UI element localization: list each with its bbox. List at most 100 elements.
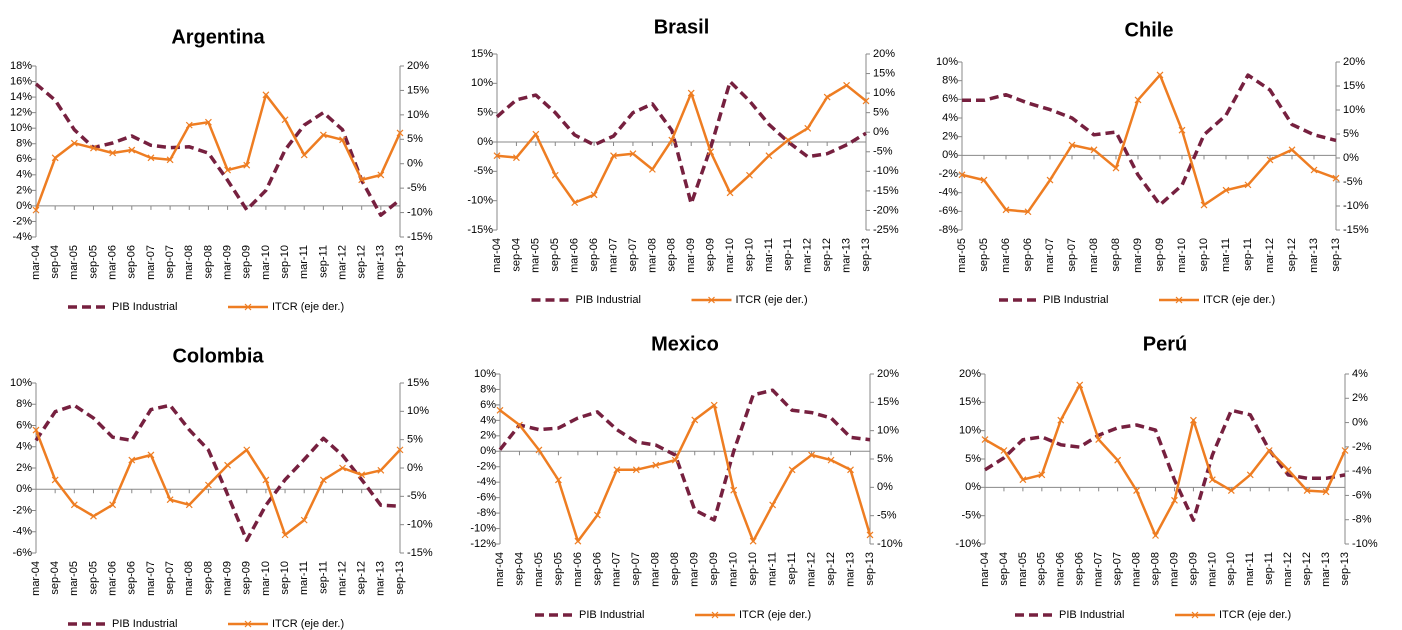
y-tick-label: 2%	[942, 131, 958, 143]
y2-tick-label: 5%	[1343, 128, 1359, 140]
y-tick-label: 0%	[16, 200, 32, 212]
x-tick-label: mar-08	[1088, 238, 1100, 273]
x-tick-label: sep-13	[860, 238, 872, 272]
point-marker	[613, 466, 621, 474]
y2-tick-label: 15%	[873, 67, 895, 79]
x-tick-label: mar-12	[802, 238, 814, 273]
legend-marker	[1175, 296, 1183, 304]
point-marker	[1095, 436, 1103, 443]
point-marker	[32, 426, 40, 434]
x-tick-label: sep-08	[202, 561, 214, 595]
point-marker	[847, 466, 854, 474]
point-marker	[300, 516, 308, 524]
y2-tick-label: 5%	[873, 107, 889, 119]
point-marker	[147, 451, 155, 459]
point-marker	[532, 130, 540, 138]
point-marker	[516, 421, 523, 429]
y2-tick-label: -2%	[1352, 441, 1372, 453]
x-tick-label: mar-13	[375, 561, 387, 596]
y-tick-label: 15%	[471, 48, 493, 60]
y-tick-label: 10%	[959, 425, 981, 437]
chart-title: Chile	[1125, 19, 1174, 41]
y2-tick-label: 5%	[877, 453, 893, 465]
y-tick-label: -2%	[12, 504, 32, 516]
y2-tick-label: 0%	[873, 126, 889, 138]
x-tick-label: mar-09	[221, 245, 233, 280]
y2-tick-label: 10%	[407, 405, 429, 417]
point-marker	[339, 464, 346, 472]
point-marker	[1114, 456, 1122, 464]
point-marker	[707, 148, 715, 156]
point-marker	[1322, 488, 1330, 496]
y-tick-label: 18%	[10, 60, 32, 72]
y-tick-label: -2%	[938, 168, 958, 180]
point-marker	[726, 189, 734, 197]
x-tick-label: sep-11	[317, 245, 329, 278]
y-tick-label: -10%	[470, 522, 496, 534]
x-tick-label: sep-13	[394, 245, 406, 279]
series-line	[496, 84, 867, 204]
x-tick-label: sep-07	[164, 245, 176, 279]
series-line	[34, 429, 401, 537]
y-tick-label: -4%	[476, 476, 496, 488]
x-tick-label: mar-04	[30, 245, 42, 280]
series-line	[962, 73, 1337, 207]
x-tick-label: mar-09	[689, 552, 701, 587]
x-tick-label: sep-13	[864, 552, 876, 586]
legend-marker	[244, 303, 252, 311]
x-tick-label: mar-04	[494, 552, 506, 587]
point-marker	[710, 401, 718, 409]
x-tick-label: sep-08	[666, 238, 678, 272]
y-tick-label: 10%	[10, 377, 32, 389]
x-tick-label: mar-10	[260, 561, 272, 596]
point-marker	[1189, 416, 1197, 424]
point-marker	[1156, 71, 1164, 79]
x-tick-label: mar-06	[1000, 238, 1012, 273]
x-tick-label: sep-05	[87, 561, 99, 595]
point-marker	[396, 446, 404, 454]
point-marker	[1265, 447, 1273, 454]
legend-label: PIB Industrial	[1043, 294, 1108, 306]
x-tick-label: sep-13	[1330, 238, 1342, 272]
x-tick-label: sep-09	[705, 238, 717, 272]
x-tick-label: sep-04	[998, 552, 1010, 586]
point-marker	[1246, 471, 1254, 479]
point-marker	[496, 406, 504, 414]
point-marker	[1200, 201, 1208, 209]
point-marker	[668, 136, 676, 144]
x-tick-label: mar-07	[1044, 238, 1056, 273]
point-marker	[866, 531, 874, 539]
y2-tick-label: -10%	[407, 206, 433, 218]
y2-tick-label: -15%	[873, 185, 899, 197]
x-tick-label: mar-05	[956, 238, 968, 273]
point-marker	[262, 91, 270, 99]
x-tick-label: sep-05	[549, 238, 561, 272]
point-marker	[1227, 487, 1235, 494]
y2-tick-label: -5%	[1343, 176, 1363, 188]
x-tick-label: sep-09	[241, 561, 253, 595]
point-marker	[1178, 126, 1186, 134]
point-marker	[1288, 146, 1296, 154]
x-tick-label: mar-05	[68, 561, 80, 596]
point-marker	[358, 176, 366, 184]
y-tick-label: 12%	[10, 107, 32, 119]
y-tick-label: -10%	[955, 538, 981, 550]
y-tick-label: -15%	[467, 224, 493, 236]
point-marker	[51, 154, 59, 162]
point-marker	[590, 191, 598, 199]
x-tick-label: sep-04	[49, 245, 61, 279]
x-tick-label: sep-12	[825, 552, 837, 586]
point-marker	[769, 501, 777, 509]
y2-tick-label: 5%	[407, 434, 423, 446]
point-marker	[1222, 186, 1230, 194]
point-marker	[319, 476, 327, 484]
x-tick-label: mar-07	[145, 561, 157, 596]
y-tick-label: -8%	[938, 224, 958, 236]
point-marker	[243, 161, 251, 169]
series-line	[961, 73, 1337, 214]
x-tick-label: mar-08	[183, 245, 195, 280]
x-tick-label: sep-13	[394, 561, 406, 595]
y2-tick-label: -4%	[1352, 465, 1372, 477]
y2-tick-label: 10%	[873, 87, 895, 99]
x-tick-label: mar-12	[805, 552, 817, 587]
